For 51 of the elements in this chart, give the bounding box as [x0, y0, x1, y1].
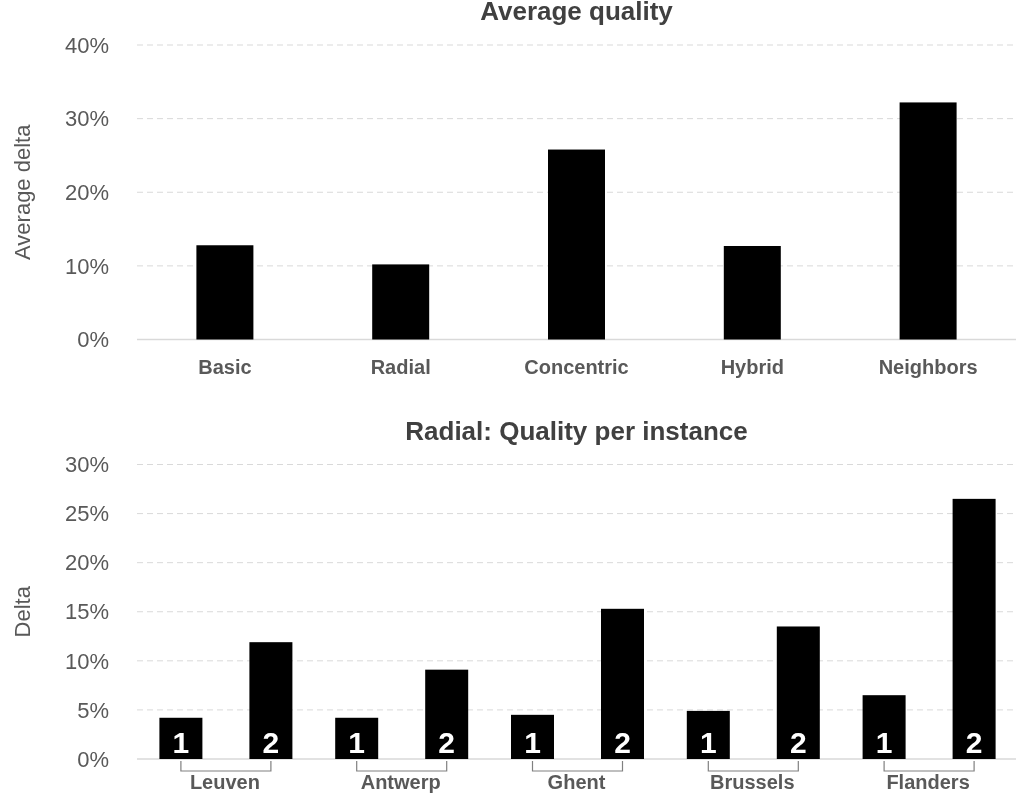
x-tick-label: Antwerp: [360, 771, 441, 793]
y-axis-title: Average delta: [10, 123, 35, 260]
text: 2: [614, 726, 631, 759]
x-tick-label: Leuven: [189, 771, 260, 793]
y-tick-label: 30%: [64, 452, 109, 478]
y-tick-label: 20%: [64, 550, 109, 576]
text: 1: [348, 726, 366, 759]
bar: [862, 695, 906, 759]
x-tick-label: Neighbors: [878, 355, 978, 378]
x-tick-label: Flanders: [886, 771, 970, 793]
bar: [686, 710, 730, 759]
x-tick-label: Basic: [198, 355, 252, 378]
y-tick-label: 0%: [77, 327, 109, 353]
bar: [425, 669, 469, 759]
bar: [159, 717, 203, 759]
bar: [372, 264, 430, 340]
bar: [601, 608, 644, 759]
text: 1: [524, 726, 541, 759]
series-label: 2: [262, 726, 280, 759]
y-tick-label: 0%: [77, 746, 109, 772]
y-tick-label: 5%: [77, 697, 109, 723]
bar: [511, 714, 554, 759]
y-tick-label: 30%: [64, 106, 109, 132]
y-axis-title: Delta: [10, 585, 35, 638]
x-tick-label: Concentric: [524, 355, 629, 378]
y-tick-label: 15%: [64, 599, 109, 625]
text: 1: [875, 726, 893, 759]
y-tick-label: 20%: [64, 179, 109, 205]
bar: [952, 498, 996, 759]
bar: [723, 246, 781, 340]
y-tick-label: 25%: [64, 501, 109, 527]
y-tick-label: 10%: [64, 648, 109, 674]
text: 1: [699, 726, 717, 759]
bar: [196, 245, 254, 340]
x-tick-label: Brussels: [710, 771, 795, 793]
text: 2: [789, 726, 807, 759]
bar: [249, 642, 293, 759]
chart-title: Average quality: [480, 0, 674, 26]
x-tick-label: Radial: [370, 355, 431, 378]
x-tick-label: Hybrid: [720, 355, 784, 378]
x-tick-label: Ghent: [547, 771, 606, 793]
chart-title: Radial: Quality per instance: [405, 415, 748, 446]
text: 2: [438, 726, 456, 759]
bar: [335, 717, 379, 759]
series-label: 1: [172, 726, 190, 759]
text: 2: [965, 726, 983, 759]
bar: [776, 626, 820, 759]
bar: [899, 102, 957, 340]
y-tick-label: 40%: [64, 32, 109, 58]
bar: [548, 149, 605, 340]
y-tick-label: 10%: [64, 253, 109, 279]
